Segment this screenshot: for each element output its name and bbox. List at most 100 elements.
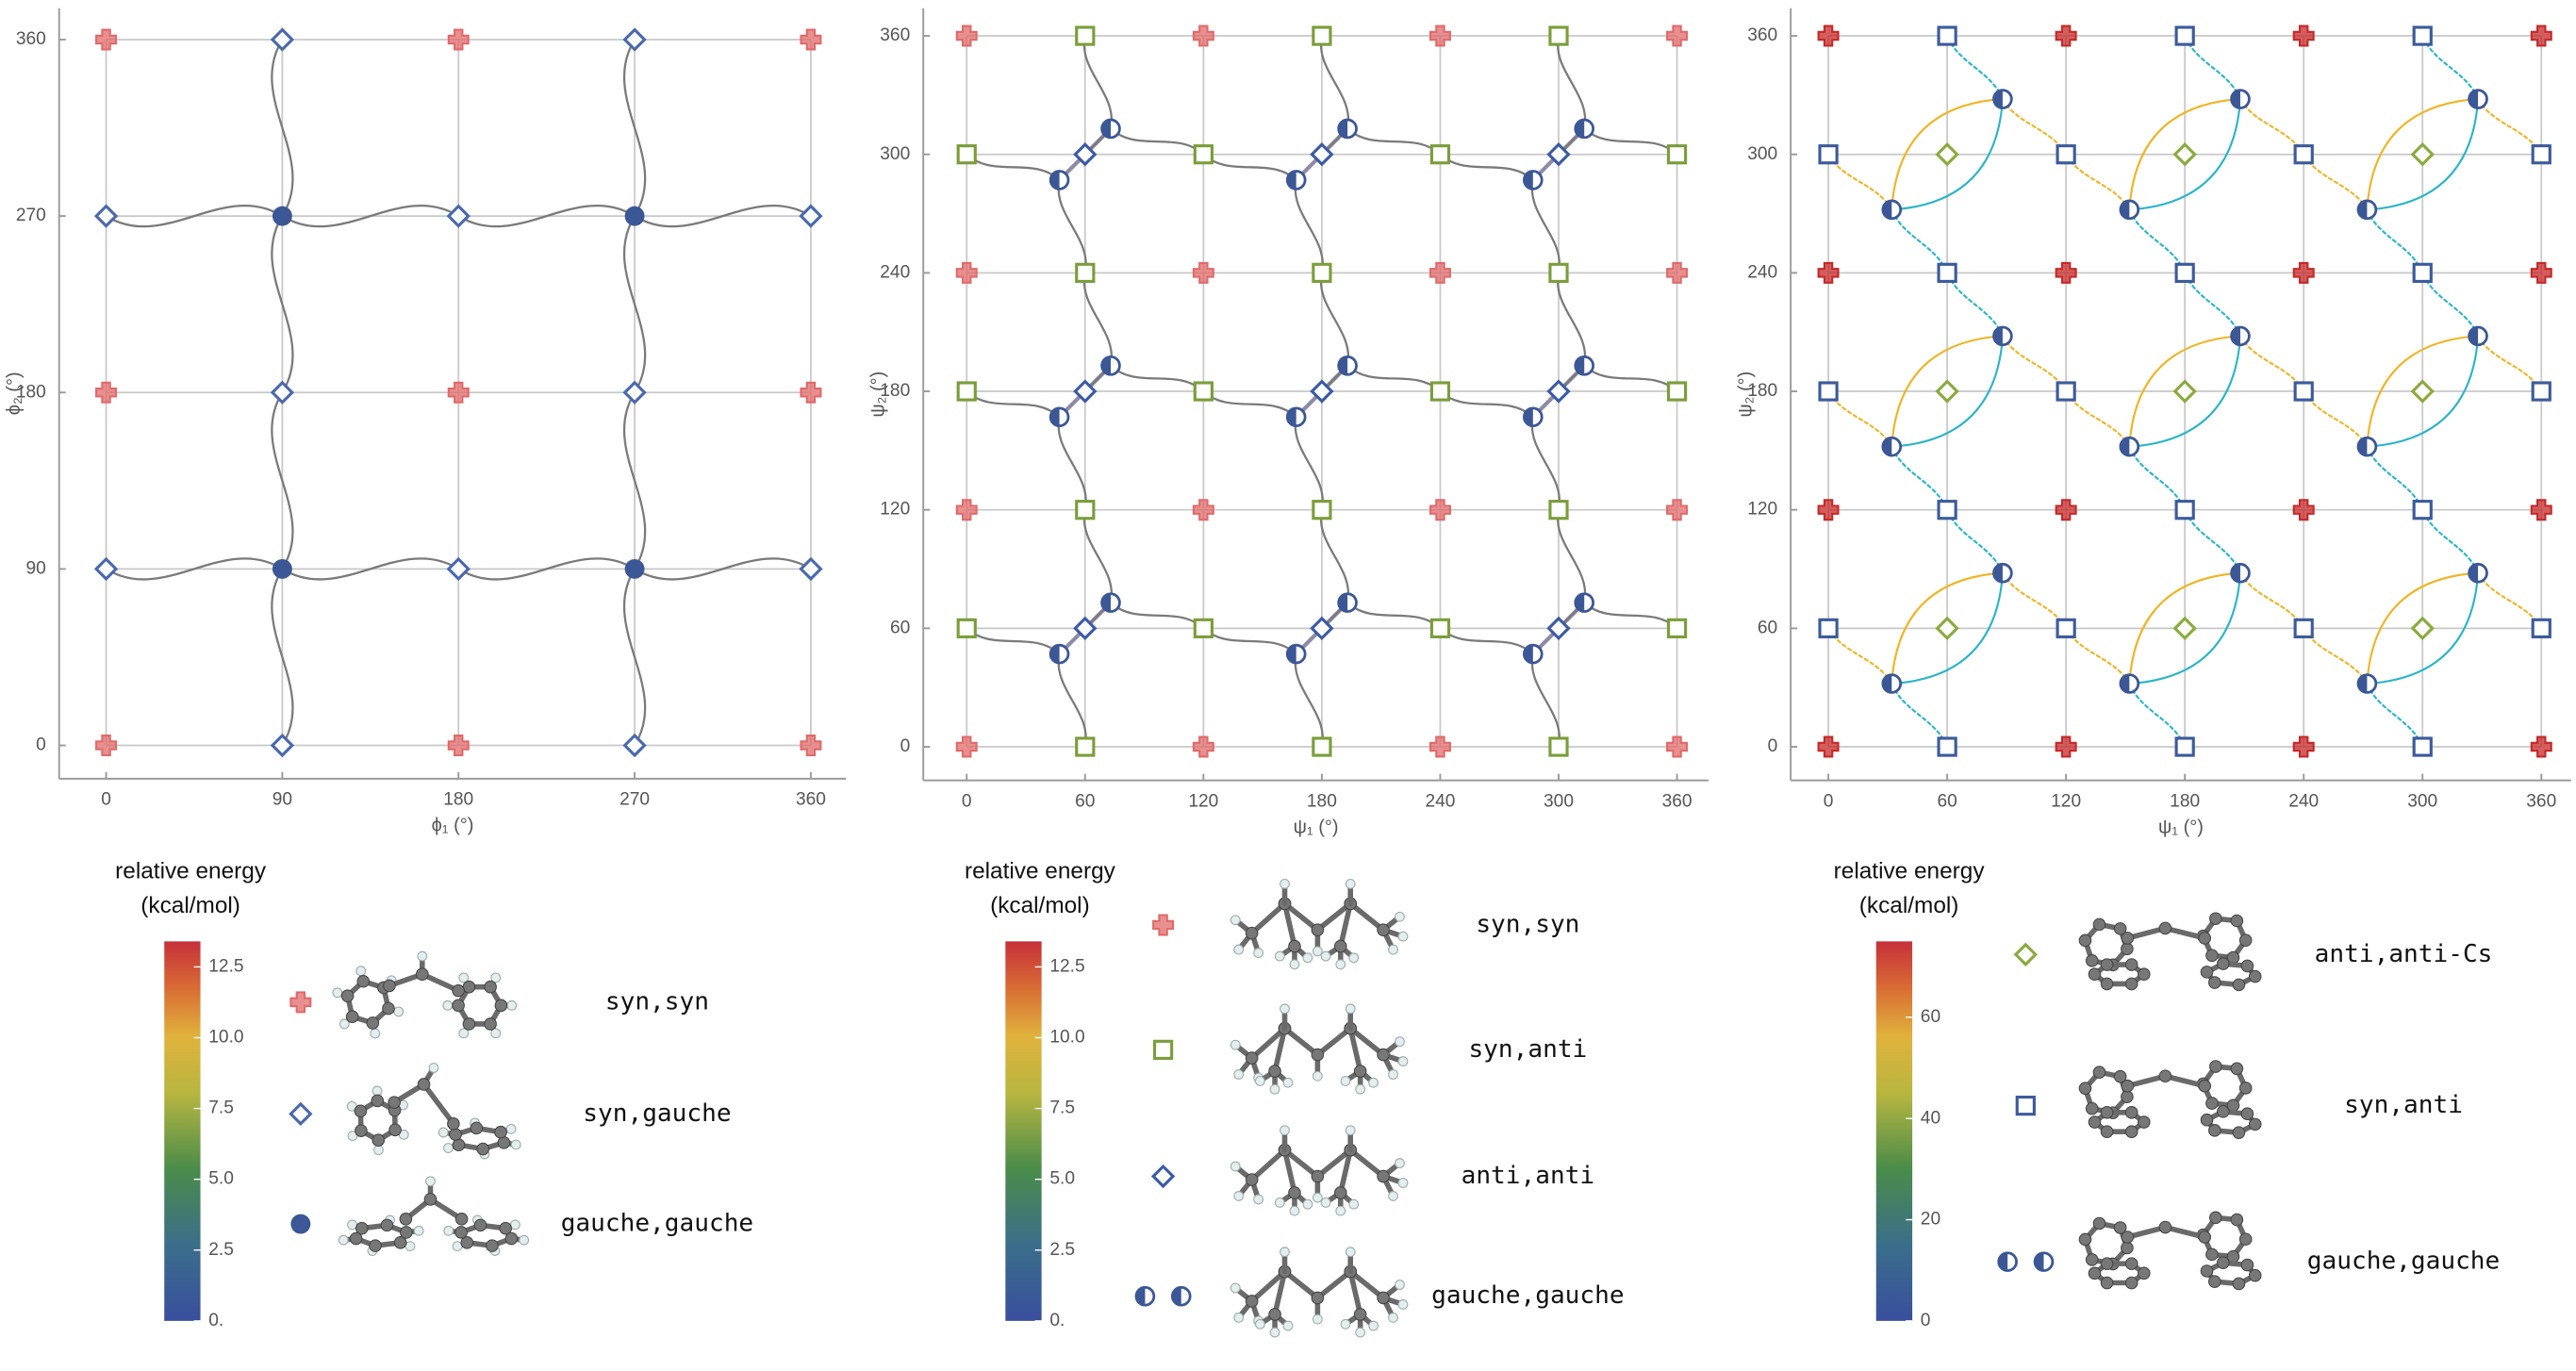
pathway (2366, 98, 2479, 210)
square-marker (1429, 144, 1451, 165)
atom (2113, 922, 2127, 935)
panel: 0 60 120 180 240 300 360 0 60 120 180 240 300 360 ψ₁ (… (1735, 8, 2571, 837)
y-tick-label: 90 (25, 558, 45, 578)
cross-marker (2292, 261, 2315, 284)
series (95, 28, 822, 757)
atom (505, 1123, 517, 1134)
atom (369, 1239, 382, 1252)
half-circle-fill (2358, 438, 2368, 456)
atom (2230, 914, 2244, 928)
colorbar (164, 941, 201, 1321)
cross-marker (1666, 25, 1689, 47)
x-tick-label: 0 (1824, 791, 1834, 811)
atom (2232, 1126, 2246, 1139)
pathway (1583, 127, 1678, 156)
diamond-marker (289, 1101, 313, 1126)
atom (2121, 1090, 2134, 1103)
x-tick-label: 60 (1075, 791, 1095, 811)
bond (1314, 1025, 1353, 1058)
cross-marker (1192, 499, 1214, 521)
pathway (1556, 273, 1587, 367)
cross-marker (1817, 261, 1840, 284)
square-marker (956, 144, 977, 165)
x-axis-title: ψ₁ (°) (1294, 817, 1339, 837)
diamond-marker (1073, 379, 1098, 404)
square-marker (2056, 618, 2076, 638)
series (1881, 89, 2488, 694)
diamond-marker (799, 556, 823, 582)
legend-label: gauche,gauche (1431, 1281, 1624, 1310)
half-circle-marker (1574, 118, 1595, 140)
atom (1268, 1308, 1281, 1321)
atom (2200, 1113, 2214, 1127)
atom (2124, 1257, 2138, 1270)
half-circle-fill (1575, 356, 1585, 375)
atom (1311, 1048, 1325, 1062)
atom (1312, 946, 1323, 957)
diamond-marker (446, 204, 471, 228)
half-circle-marker (1337, 355, 1358, 376)
bond (1314, 1268, 1353, 1301)
atom (349, 1231, 363, 1246)
square-marker (1937, 500, 1957, 520)
atom (443, 1143, 454, 1153)
colorbar-tick-label: 40 (1921, 1108, 1940, 1128)
atom (506, 999, 518, 1011)
atom (340, 989, 355, 1002)
atom (2205, 1247, 2219, 1262)
square-marker (2412, 25, 2433, 46)
atom (417, 950, 428, 962)
atom (1282, 1320, 1294, 1331)
atom (1377, 1048, 1390, 1062)
legend-label: syn,syn (1476, 910, 1579, 938)
atom (2100, 958, 2114, 971)
x-tick-label: 0 (962, 791, 972, 811)
pathway (1057, 653, 1087, 748)
half-circle-fill (1050, 645, 1060, 663)
half-circle-fill (1882, 200, 1892, 219)
cross-marker (1428, 735, 1451, 758)
diamond-marker (622, 380, 647, 405)
half-circle-marker (1992, 562, 2013, 584)
atom (373, 1145, 384, 1156)
cross-marker (800, 735, 822, 757)
pathway (271, 39, 294, 217)
pathway (634, 205, 812, 228)
y-tick-label: 240 (880, 262, 910, 282)
atom (347, 1219, 357, 1231)
pathway (2129, 336, 2242, 448)
half-circle-fill (1993, 90, 2003, 108)
cross-marker (2055, 261, 2077, 284)
pathway (2128, 571, 2241, 685)
square-marker (1075, 500, 1096, 520)
diamond-marker (1546, 379, 1571, 404)
pathway (1294, 417, 1324, 510)
series (1818, 25, 2551, 757)
pathway (623, 568, 647, 747)
half-circle-fill (2120, 438, 2130, 456)
atom (1397, 1178, 1409, 1188)
atom (1254, 1076, 1265, 1086)
atom (371, 1094, 385, 1108)
atom (372, 1133, 386, 1147)
cross-marker (1428, 499, 1451, 521)
half-circle-fill (1101, 120, 1111, 138)
cross-marker (1192, 25, 1214, 47)
atom (2240, 1107, 2254, 1121)
square-marker (2015, 1095, 2036, 1116)
half-circle-fill (1287, 171, 1296, 190)
atom (2088, 1115, 2102, 1129)
pathway (281, 557, 459, 581)
atom (1289, 1205, 1300, 1216)
y-tick-label: 60 (890, 618, 910, 637)
x-tick-label: 180 (443, 790, 473, 810)
legend-label: anti,anti-Cs (2315, 940, 2493, 968)
atom (2198, 932, 2212, 945)
atom (1233, 1191, 1245, 1201)
diamond-marker (2172, 379, 2197, 404)
atom (1377, 923, 1390, 936)
bond (1347, 1147, 1386, 1180)
square-marker (1548, 25, 1569, 46)
pathway (1202, 153, 1297, 181)
